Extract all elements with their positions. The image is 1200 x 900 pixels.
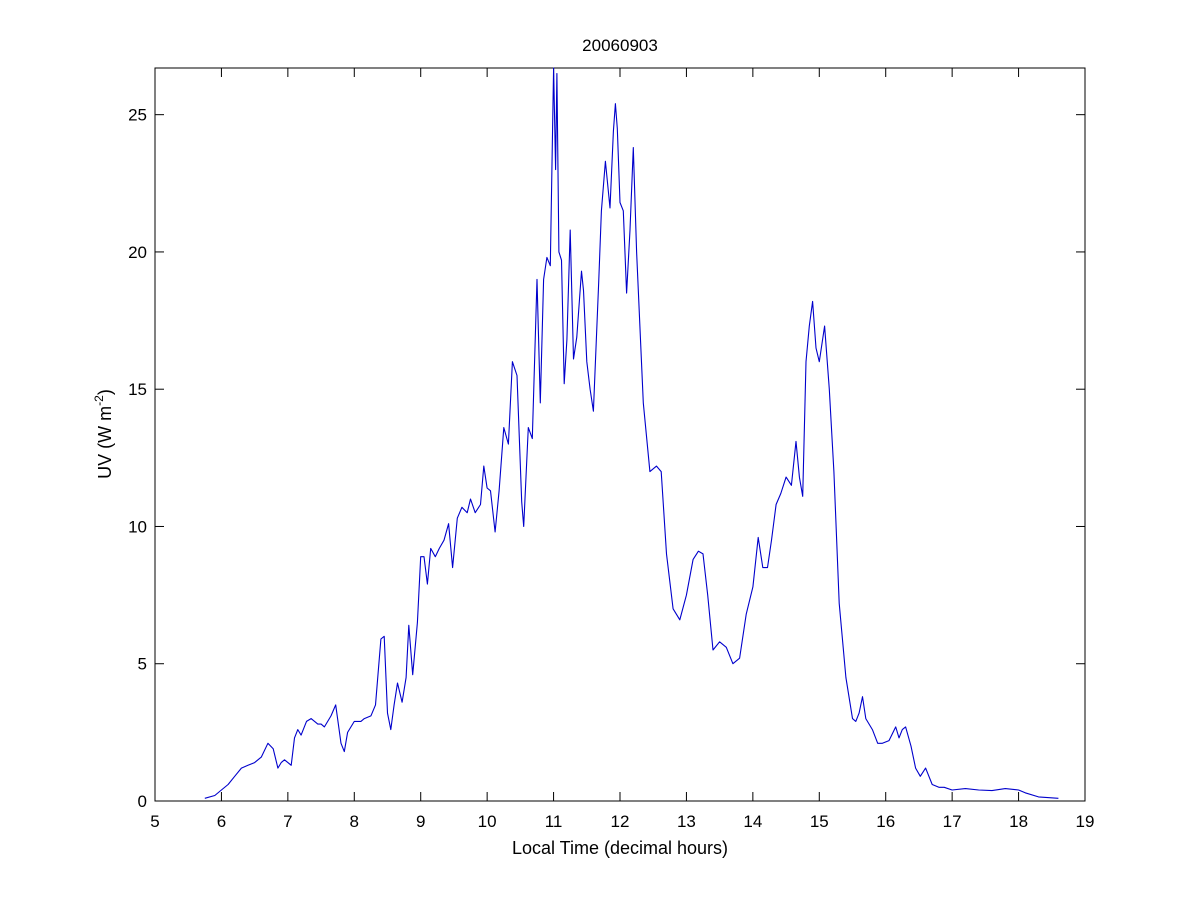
y-axis-ticks: 0 5 10 15 20 25 xyxy=(128,106,1085,811)
x-tick-label: 7 xyxy=(283,812,292,831)
x-tick-label: 6 xyxy=(217,812,226,831)
x-tick-label: 16 xyxy=(876,812,895,831)
x-tick-label: 14 xyxy=(743,812,762,831)
chart-title: 20060903 xyxy=(582,36,658,55)
y-tick-label: 5 xyxy=(138,655,147,674)
series-line-0 xyxy=(204,67,1059,799)
x-tick-label: 15 xyxy=(810,812,829,831)
y-axis-label-superscript: -2 xyxy=(92,395,106,406)
x-tick-label: 8 xyxy=(350,812,359,831)
x-tick-label: 9 xyxy=(416,812,425,831)
x-tick-label: 11 xyxy=(545,812,563,831)
y-axis-label-main: UV (W m xyxy=(95,406,115,479)
y-axis-label-suffix: ) xyxy=(95,389,115,395)
x-tick-label: 12 xyxy=(611,812,630,831)
x-tick-label: 18 xyxy=(1009,812,1028,831)
y-tick-label: 15 xyxy=(128,380,147,399)
y-axis-label: UV (W m-2) xyxy=(92,389,115,479)
x-axis-ticks: 5 6 7 8 9 10 11 12 13 14 15 16 17 18 19 xyxy=(150,68,1094,831)
x-tick-label: 13 xyxy=(677,812,696,831)
y-tick-label: 10 xyxy=(128,517,147,536)
x-tick-label: 17 xyxy=(943,812,962,831)
y-tick-label: 25 xyxy=(128,106,147,125)
x-tick-label: 10 xyxy=(478,812,497,831)
x-axis-label: Local Time (decimal hours) xyxy=(512,838,728,858)
y-tick-label: 0 xyxy=(138,792,147,811)
x-tick-label: 5 xyxy=(150,812,159,831)
x-tick-label: 19 xyxy=(1076,812,1095,831)
y-tick-label: 20 xyxy=(128,243,147,262)
series-layer xyxy=(204,67,1059,799)
